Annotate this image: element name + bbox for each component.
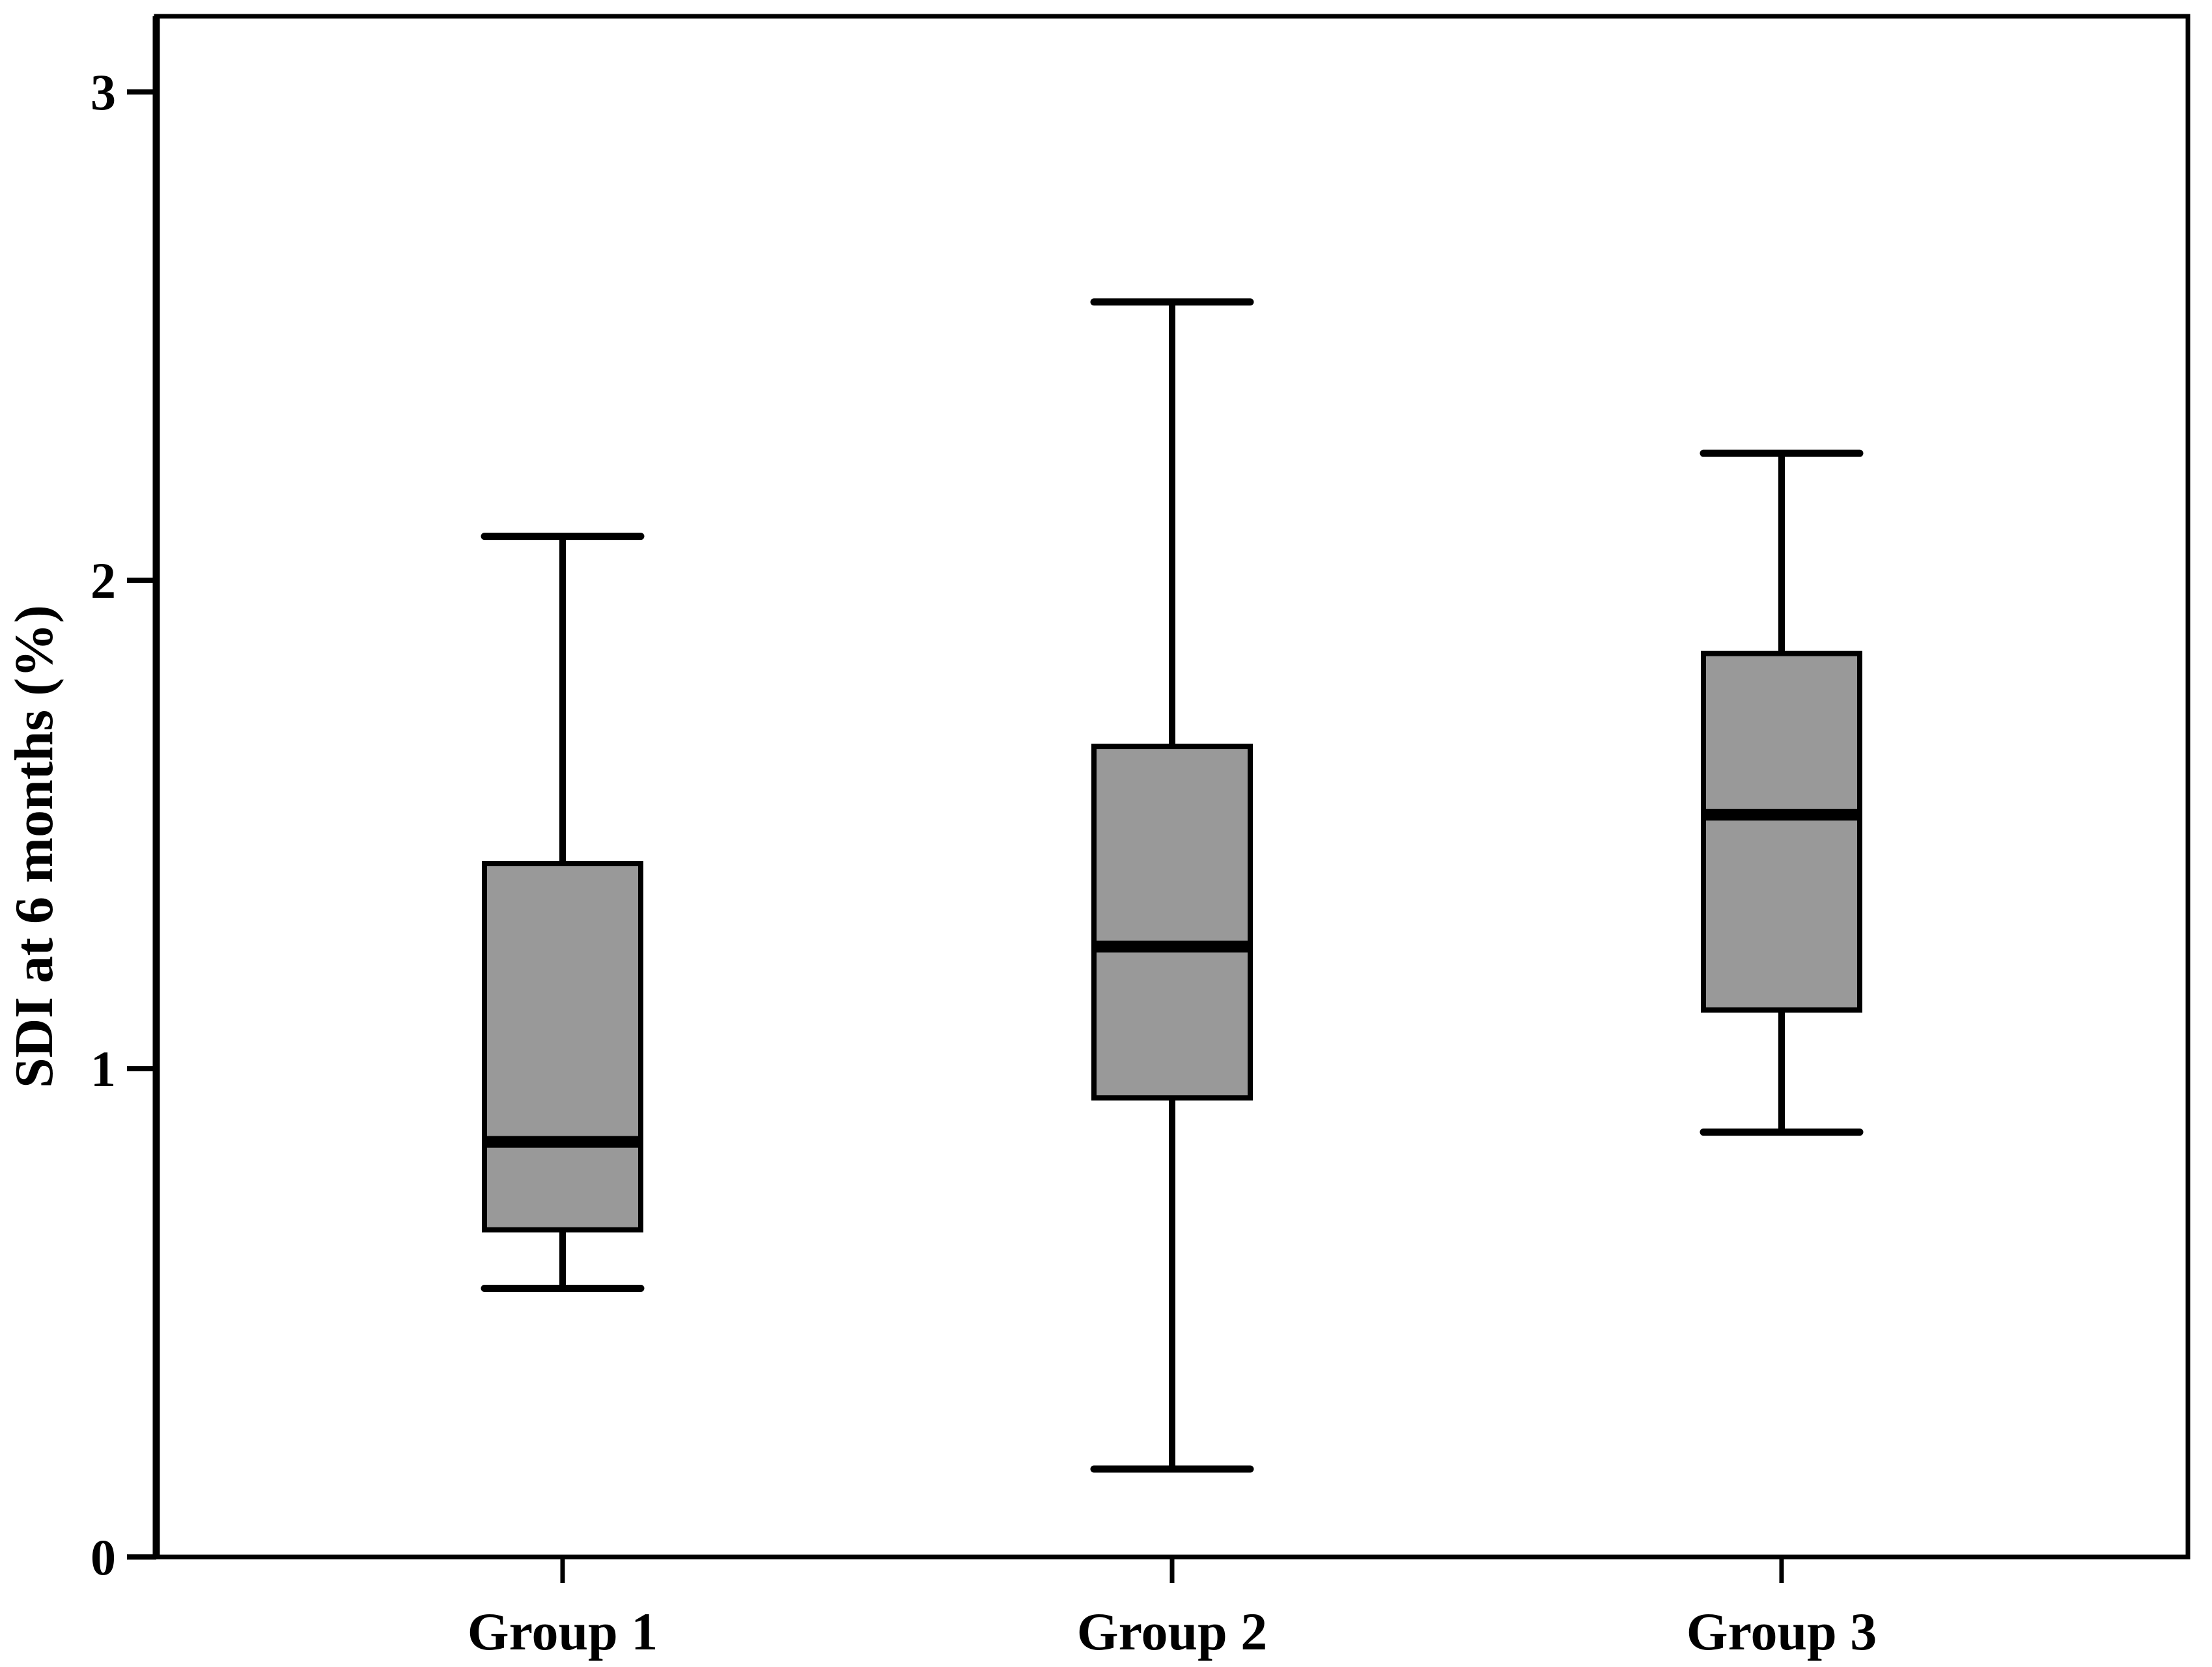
y-tick-label: 3: [91, 64, 116, 120]
y-tick-label: 0: [91, 1529, 116, 1586]
x-tick-label: Group 1: [468, 1602, 658, 1661]
box-iqr-3: [1701, 651, 1862, 1013]
x-tick-label: Group 3: [1687, 1602, 1877, 1661]
y-tick-label: 1: [91, 1041, 116, 1097]
y-tick-label: 2: [91, 552, 116, 609]
chart-dynamic-layer: 0 1 2 3 Group 1 Group 2 Group 3: [91, 64, 1877, 1661]
y-axis-title: SDI at 6 months (%): [4, 605, 64, 1088]
x-tick-label: Group 2: [1077, 1602, 1267, 1661]
box-iqr-1: [482, 861, 643, 1233]
box-iqr-2: [1091, 744, 1253, 1101]
